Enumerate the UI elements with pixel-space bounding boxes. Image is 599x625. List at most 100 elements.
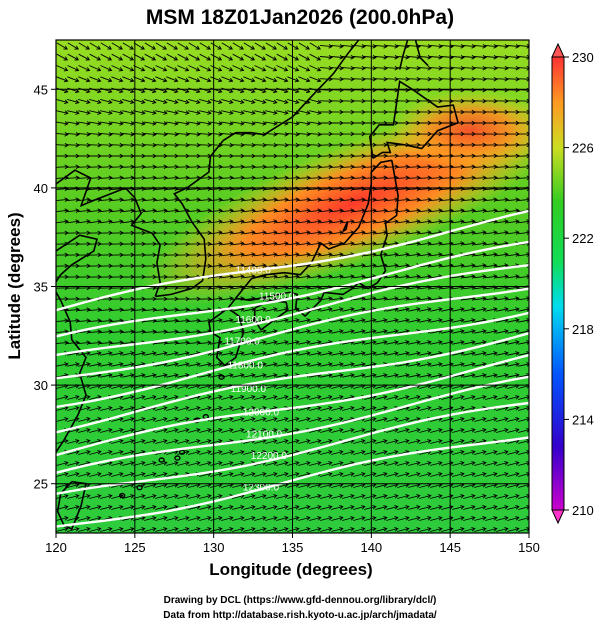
wind-arrow bbox=[353, 527, 366, 532]
wind-arrow bbox=[298, 329, 311, 334]
wind-arrow bbox=[276, 439, 289, 444]
wind-arrow bbox=[67, 395, 80, 400]
wind-arrow bbox=[506, 164, 520, 170]
wind-arrow bbox=[198, 252, 212, 258]
wind-arrow bbox=[143, 197, 157, 202]
wind-arrow bbox=[154, 186, 168, 192]
wind-arrow bbox=[187, 132, 201, 137]
wind-arrow bbox=[496, 417, 509, 422]
wind-arrow bbox=[452, 241, 465, 246]
wind-arrow bbox=[67, 450, 80, 455]
wind-arrow bbox=[440, 153, 454, 159]
contour-label: 11800.0 bbox=[227, 360, 263, 371]
wind-arrow bbox=[473, 76, 487, 82]
wind-arrow bbox=[485, 296, 498, 301]
wind-arrow bbox=[484, 186, 498, 192]
wind-arrow bbox=[221, 274, 234, 279]
wind-arrow bbox=[221, 461, 234, 466]
wind-arrow bbox=[254, 98, 267, 105]
wind-arrow bbox=[220, 142, 234, 148]
wind-arrow bbox=[232, 417, 245, 422]
wind-arrow bbox=[210, 241, 223, 246]
wind-arrow bbox=[199, 65, 212, 72]
wind-arrow bbox=[452, 318, 465, 323]
wind-arrow bbox=[506, 175, 520, 181]
cold-region bbox=[56, 40, 310, 190]
wind-arrow bbox=[276, 76, 289, 83]
wind-arrow bbox=[265, 516, 278, 521]
wind-arrow bbox=[474, 263, 487, 268]
wind-arrow bbox=[341, 175, 355, 181]
wind-arrow bbox=[386, 450, 399, 455]
wind-arrow bbox=[353, 505, 366, 510]
wind-arrow bbox=[397, 351, 410, 356]
wind-arrow bbox=[243, 373, 256, 378]
wind-arrow bbox=[474, 516, 487, 521]
wind-arrow bbox=[209, 142, 223, 148]
wind-arrow bbox=[430, 252, 443, 257]
wind-arrow bbox=[143, 164, 157, 170]
wind-arrow bbox=[341, 186, 355, 192]
wind-arrow bbox=[451, 197, 465, 202]
x-tick-label: 130 bbox=[203, 540, 225, 555]
wind-arrow bbox=[518, 318, 529, 323]
wind-arrow bbox=[265, 329, 278, 334]
wind-arrow bbox=[166, 87, 179, 94]
wind-arrow bbox=[276, 42, 288, 50]
wind-arrow bbox=[408, 230, 421, 235]
wind-arrow bbox=[155, 373, 168, 378]
wind-arrow bbox=[408, 428, 421, 433]
wind-arrow bbox=[320, 230, 333, 235]
wind-arrow bbox=[88, 307, 102, 312]
wind-arrow bbox=[232, 42, 244, 50]
wind-arrow bbox=[518, 274, 529, 279]
wind-arrow bbox=[452, 505, 465, 510]
wind-arrow bbox=[518, 439, 529, 444]
wind-arrow bbox=[363, 65, 377, 71]
wind-arrow bbox=[408, 274, 421, 279]
wind-arrow bbox=[78, 42, 90, 50]
wind-arrow bbox=[122, 373, 135, 378]
wind-arrow bbox=[56, 516, 69, 521]
wind-arrow bbox=[66, 318, 80, 323]
wind-arrow bbox=[67, 494, 80, 499]
wind-arrow bbox=[166, 351, 179, 356]
wind-arrow bbox=[463, 318, 476, 323]
wind-arrow bbox=[199, 527, 212, 532]
wind-arrow bbox=[485, 307, 498, 312]
wind-arrow bbox=[242, 164, 256, 170]
wind-arrow bbox=[473, 44, 487, 49]
wind-arrow bbox=[474, 472, 487, 477]
wind-arrow bbox=[518, 527, 529, 532]
wind-arrow bbox=[243, 252, 256, 257]
wind-arrow bbox=[78, 219, 91, 224]
wind-arrow bbox=[221, 406, 234, 411]
wind-arrow bbox=[221, 110, 234, 115]
wind-arrow bbox=[276, 450, 289, 455]
wind-arrow bbox=[331, 318, 344, 323]
wind-arrow bbox=[199, 428, 212, 433]
wind-arrow bbox=[100, 110, 113, 115]
wind-arrow bbox=[319, 197, 333, 202]
wind-arrow bbox=[276, 362, 289, 367]
wind-arrow bbox=[166, 494, 179, 499]
wind-arrow bbox=[320, 274, 333, 279]
wind-arrow bbox=[56, 439, 69, 444]
wind-arrow bbox=[463, 439, 476, 444]
wind-arrow bbox=[67, 417, 80, 422]
wind-arrow bbox=[243, 87, 256, 94]
wind-arrow bbox=[243, 110, 256, 115]
wind-arrow bbox=[111, 362, 124, 367]
wind-arrow bbox=[440, 76, 454, 82]
wind-arrow bbox=[375, 494, 388, 499]
wind-arrow bbox=[309, 53, 322, 61]
wind-arrow bbox=[364, 373, 377, 378]
wind-arrow bbox=[78, 351, 91, 356]
wind-arrow bbox=[89, 110, 102, 115]
wind-arrow bbox=[309, 505, 322, 510]
wind-arrow bbox=[100, 65, 113, 72]
y-axis-label: Latitude (degrees) bbox=[5, 212, 24, 359]
wind-arrow bbox=[452, 461, 465, 466]
gridlines bbox=[56, 40, 529, 533]
